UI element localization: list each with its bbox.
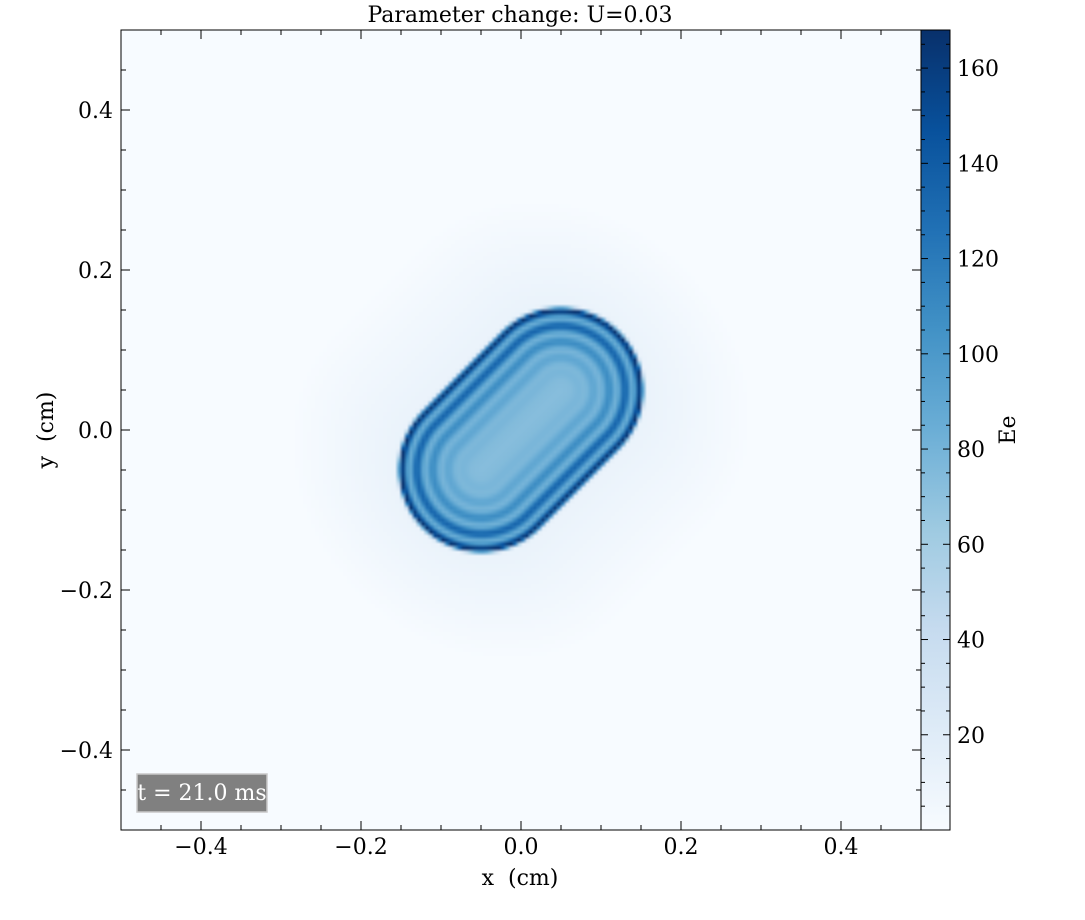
chart-title: Parameter change: U=0.03 xyxy=(367,3,672,28)
x-tick-label: −0.4 xyxy=(174,835,227,860)
time-annotation-box xyxy=(136,773,268,813)
colorbar-label: Ee xyxy=(996,415,1021,444)
y-tick-label: 0.4 xyxy=(78,99,113,124)
y-tick-label: −0.4 xyxy=(60,739,113,764)
x-tick-label: 0.2 xyxy=(664,835,699,860)
colorbar-tick-label: 100 xyxy=(957,343,999,368)
colorbar-tick-label: 20 xyxy=(957,724,985,749)
heatmap-field xyxy=(121,30,921,830)
colorbar-tick-label: 40 xyxy=(957,629,985,654)
x-axis-title: x (cm) xyxy=(482,866,559,891)
y-tick-label: 0.2 xyxy=(78,259,113,284)
colorbar xyxy=(920,29,951,831)
plot-ticks: −0.4 −0.2 0.0 0.2 0.4 −0.4 −0.2 0.0 0.2 0.4 xyxy=(60,30,921,860)
y-tick-label: −0.2 xyxy=(60,579,113,604)
time-annotation-text: t = 21.0 ms xyxy=(137,781,266,806)
x-tick-label: −0.2 xyxy=(334,835,387,860)
colorbar-tick-label: 160 xyxy=(957,57,999,82)
y-tick-label: 0.0 xyxy=(78,419,113,444)
colorbar-ticks: 20 40 60 80 100 120 140 160 xyxy=(921,43,999,807)
colorbar-tick-label: 80 xyxy=(957,438,985,463)
colorbar-tick-label: 120 xyxy=(957,248,999,273)
y-axis-title: y (cm) xyxy=(34,392,59,470)
colorbar-tick-label: 60 xyxy=(957,533,985,558)
x-tick-label: 0.4 xyxy=(824,835,859,860)
colorbar-tick-label: 140 xyxy=(957,152,999,177)
x-tick-label: 0.0 xyxy=(504,835,539,860)
time-annotation: t = 21.0 ms xyxy=(136,773,268,813)
